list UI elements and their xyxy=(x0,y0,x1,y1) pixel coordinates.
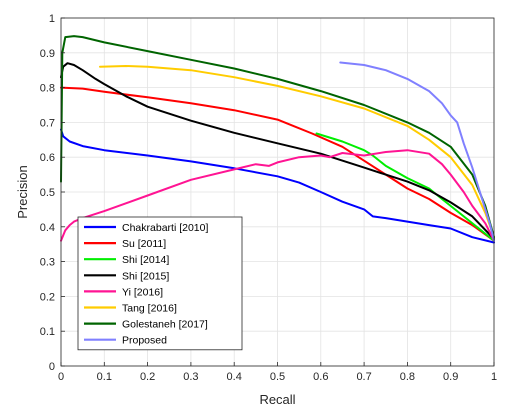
y-tick-label: 0.6 xyxy=(40,152,55,164)
x-tick-label: 0.5 xyxy=(270,371,285,383)
y-tick-label: 0.9 xyxy=(40,48,55,60)
x-tick-label: 0.4 xyxy=(227,371,242,383)
series-line xyxy=(60,128,495,244)
y-tick-label: 0.8 xyxy=(40,83,55,95)
legend-label: Shi [2015] xyxy=(122,270,169,282)
x-tick-label: 0.2 xyxy=(140,371,155,383)
y-tick-label: 0.5 xyxy=(40,187,55,199)
legend-label: Su [2011] xyxy=(122,238,166,250)
legend-label: Yi [2016] xyxy=(122,286,163,298)
legend-label: Golestaneh [2017] xyxy=(122,319,208,331)
x-tick-label: 1 xyxy=(491,371,497,383)
series-layer xyxy=(60,35,495,244)
series-line xyxy=(315,132,495,242)
x-tick-label: 0.6 xyxy=(313,371,328,383)
series-line xyxy=(339,61,495,242)
x-tick-label: 0.1 xyxy=(97,371,112,383)
series-line xyxy=(99,65,495,239)
legend-label: Proposed xyxy=(122,335,167,347)
y-tick-label: 0.3 xyxy=(40,257,55,269)
legend-box xyxy=(77,216,243,351)
y-tick-label: 0.7 xyxy=(40,117,55,129)
y-tick-label: 0.1 xyxy=(40,326,55,338)
x-axis-label: Recall xyxy=(259,392,295,407)
legend-label: Chakrabarti [2010] xyxy=(122,222,208,234)
y-tick-label: 0.4 xyxy=(40,222,55,234)
legend-label: Shi [2014] xyxy=(122,254,169,266)
y-tick-label: 0 xyxy=(49,361,55,373)
series-line xyxy=(60,62,495,240)
y-axis-label: Precision xyxy=(15,165,30,218)
y-tick-label: 0.2 xyxy=(40,291,55,303)
x-tick-label: 0.8 xyxy=(400,371,415,383)
y-tick-label: 1 xyxy=(49,13,55,25)
x-tick-label: 0.9 xyxy=(443,371,458,383)
x-tick-label: 0.7 xyxy=(356,371,371,383)
series-line xyxy=(60,86,495,242)
x-tick-label: 0 xyxy=(58,371,64,383)
legend: Chakrabarti [2010] Su [2011] Shi [2014] Shi… xyxy=(77,216,243,351)
x-tick-label: 0.3 xyxy=(183,371,198,383)
ticks: 0 0.1 0.2 0.3 0.4 0.5 0.6 0.7 0.8 0.9 1 0 0.1 0.2 0.3 0… xyxy=(40,13,497,383)
series-line xyxy=(60,35,495,239)
legend-label: Tang [2016] xyxy=(122,303,177,315)
